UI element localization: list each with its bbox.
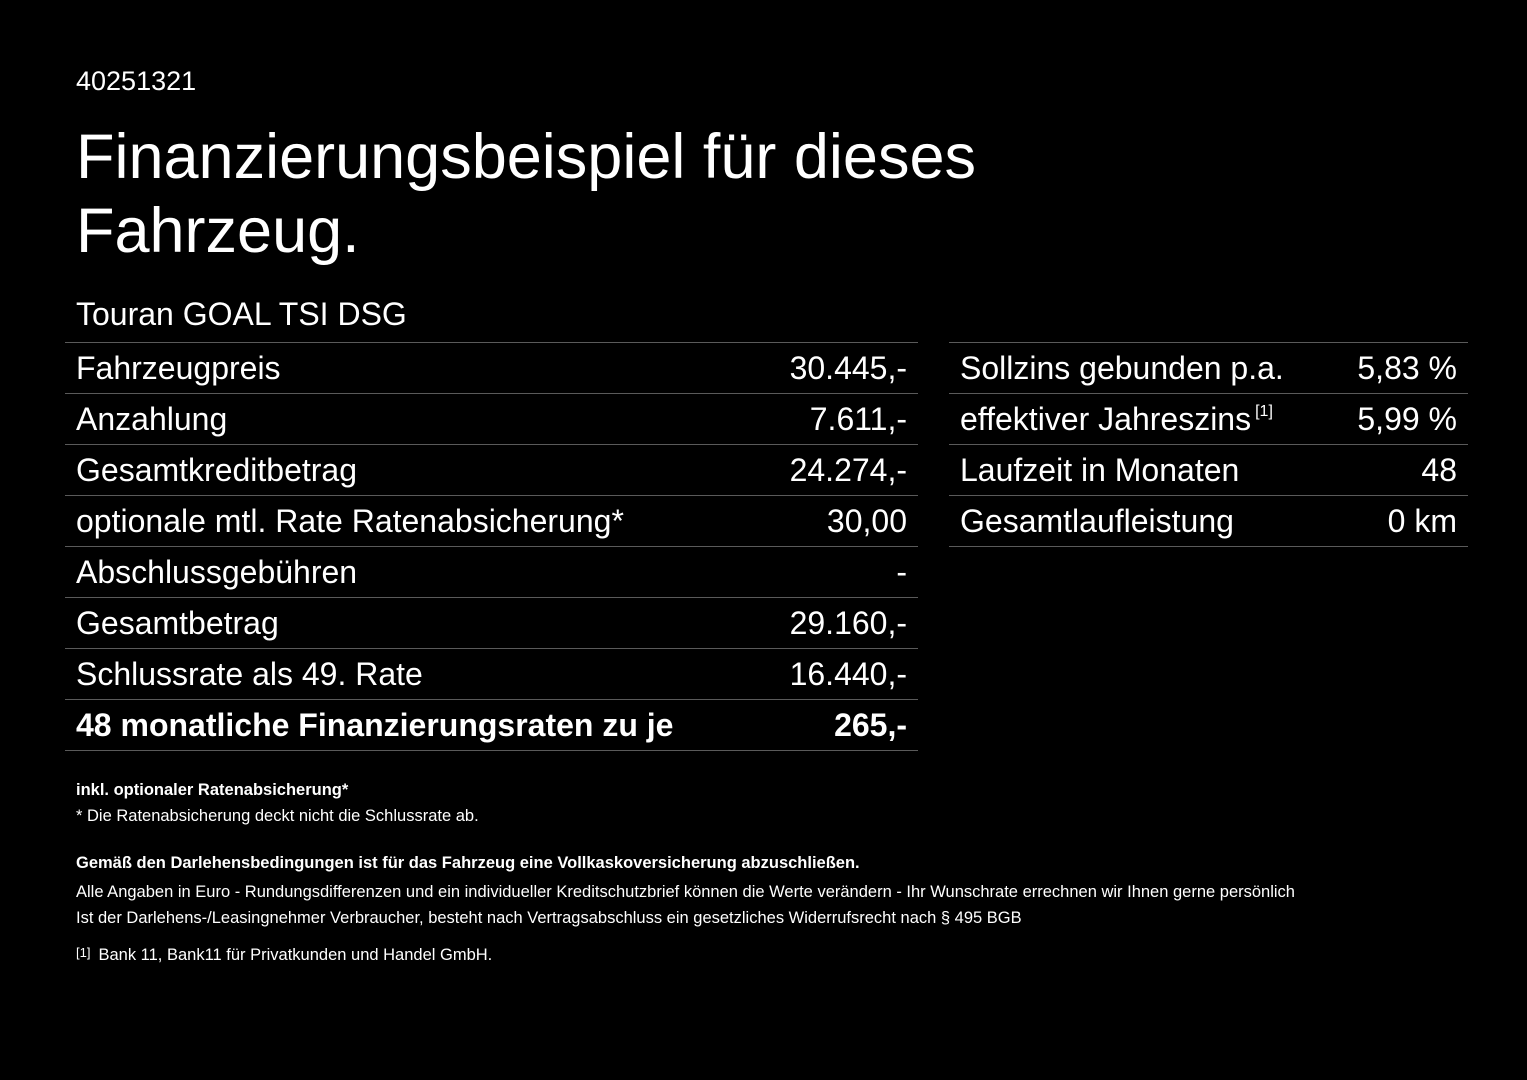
- note-star: * Die Ratenabsicherung deckt nicht die S…: [76, 807, 479, 825]
- row-label: Fahrzeugpreis: [65, 342, 762, 394]
- note-incl: inkl. optionaler Ratenabsicherung*: [76, 781, 349, 799]
- row-value: 24.274,-: [761, 444, 918, 496]
- table-row: Anzahlung 7.611,-: [65, 393, 918, 445]
- row-label: 48 monatliche Finanzierungsraten zu je: [65, 699, 762, 751]
- note-insurance: Gemäß den Darlehensbedingungen ist für d…: [76, 854, 860, 872]
- row-value: 16.440,-: [761, 648, 918, 700]
- row-value: 30.445,-: [761, 342, 918, 394]
- table-row: Fahrzeugpreis 30.445,-: [65, 342, 918, 394]
- footnote-ref: [1]: [1255, 402, 1273, 420]
- row-label: Sollzins gebunden p.a.: [949, 342, 1333, 394]
- row-value: 29.160,-: [761, 597, 918, 649]
- row-value: 7.611,-: [761, 393, 918, 445]
- table-row: Sollzins gebunden p.a. 5,83 %: [949, 342, 1468, 394]
- note-consumer: Ist der Darlehens-/Leasingnehmer Verbrau…: [76, 909, 1022, 927]
- footnote-text: Bank 11, Bank11 für Privatkunden und Han…: [98, 946, 493, 964]
- table-row: Abschlussgebühren -: [65, 546, 918, 598]
- row-label-cell: effektiver Jahreszins [1]: [949, 393, 1333, 445]
- table-row: Gesamtlaufleistung 0 km: [949, 495, 1468, 547]
- table-row: Gesamtkreditbetrag 24.274,-: [65, 444, 918, 496]
- interest-table: Sollzins gebunden p.a. 5,83 % effektiver …: [949, 342, 1468, 547]
- row-label: effektiver Jahreszins: [960, 400, 1252, 437]
- row-label: Anzahlung: [65, 393, 762, 445]
- footnote-mark: [1]: [76, 945, 91, 960]
- row-value: 48: [1332, 444, 1468, 496]
- row-label: Schlussrate als 49. Rate: [65, 648, 762, 700]
- row-label: Gesamtbetrag: [65, 597, 762, 649]
- row-label: Gesamtkreditbetrag: [65, 444, 762, 496]
- row-value: 5,83 %: [1332, 342, 1468, 394]
- row-value: 0 km: [1332, 495, 1468, 547]
- footnote: [1] Bank 11, Bank11 für Privatkunden und …: [76, 945, 492, 965]
- table-row: Laufzeit in Monaten 48: [949, 444, 1468, 496]
- table-row: optionale mtl. Rate Ratenabsicherung* 30,…: [65, 495, 918, 547]
- row-value: 265,-: [761, 699, 918, 751]
- monthly-rate-row: 48 monatliche Finanzierungsraten zu je 26…: [65, 699, 918, 751]
- row-label: Laufzeit in Monaten: [949, 444, 1333, 496]
- row-label: Gesamtlaufleistung: [949, 495, 1333, 547]
- table-row: Schlussrate als 49. Rate 16.440,-: [65, 648, 918, 700]
- row-value: 5,99 %: [1332, 393, 1468, 445]
- row-value: -: [761, 546, 918, 598]
- vehicle-code: 40251321: [76, 66, 197, 96]
- table-row: effektiver Jahreszins [1] 5,99 %: [949, 393, 1468, 445]
- note-euro: Alle Angaben in Euro - Rundungsdifferenz…: [76, 883, 1295, 901]
- row-label: Abschlussgebühren: [65, 546, 762, 598]
- row-value: 30,00: [761, 495, 918, 547]
- row-label: optionale mtl. Rate Ratenabsicherung*: [65, 495, 762, 547]
- financing-table: Fahrzeugpreis 30.445,- Anzahlung 7.611,- G…: [65, 342, 918, 751]
- model-name: Touran GOAL TSI DSG: [76, 296, 407, 332]
- page-title: Finanzierungsbeispiel für dieses Fahrzeu…: [76, 122, 976, 266]
- table-row: Gesamtbetrag 29.160,-: [65, 597, 918, 649]
